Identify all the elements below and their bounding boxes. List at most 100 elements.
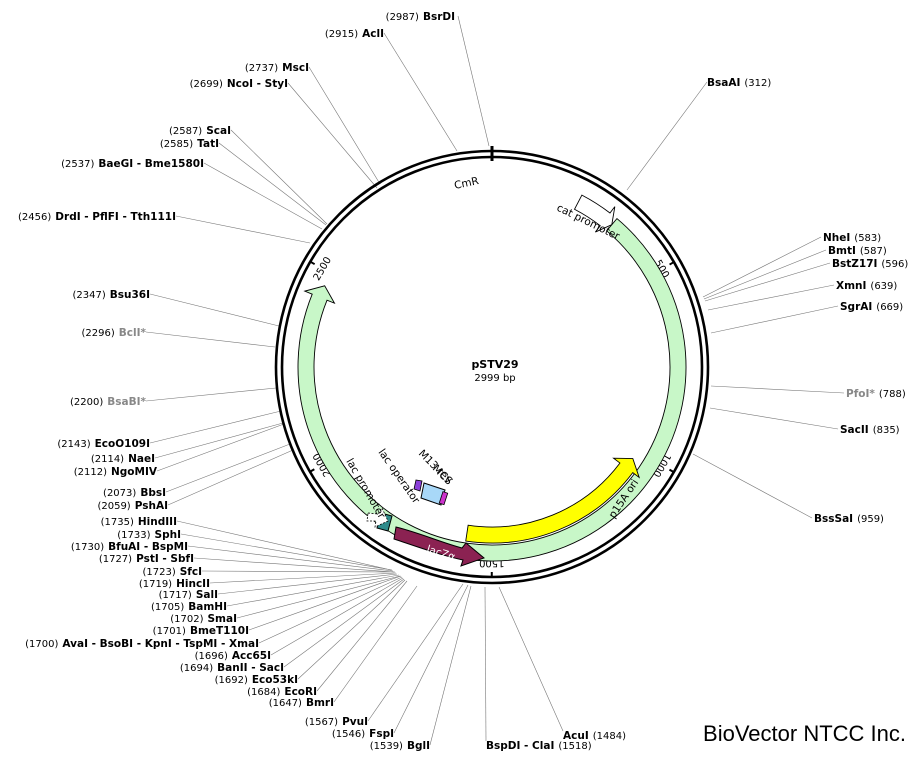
- site-leader-bmet110i: [248, 575, 402, 631]
- site-name: FspI: [369, 728, 394, 740]
- site-sali: SalI (1717): [159, 589, 218, 601]
- site-bcli: BclI* (2296): [82, 327, 147, 339]
- site-bstz17i: BstZ17I (596): [832, 258, 908, 270]
- site-position: (587): [860, 246, 887, 257]
- site-leader-acli: [383, 32, 458, 152]
- plasmid-size: 2999 bp: [474, 373, 515, 384]
- site-bsaai: BsaAI (312): [707, 77, 771, 89]
- site-bmti: BmtI (587): [828, 245, 887, 257]
- site-bmet110i: BmeT110I (1701): [153, 625, 249, 637]
- site-pvui: PvuI (1567): [305, 716, 368, 728]
- p15A-ori-arrow: [465, 457, 641, 544]
- site-leader-pvui: [367, 583, 464, 722]
- site-position: (2112): [74, 467, 107, 478]
- CmR-arrow: [297, 217, 687, 562]
- site-name: HincII: [176, 578, 210, 590]
- site-position: (1539): [370, 741, 403, 752]
- site-fspi: FspI (1546): [332, 728, 394, 740]
- site-leader-sfci: [201, 570, 396, 573]
- site-name: BssSaI: [814, 513, 853, 525]
- site-acui: AcuI (1484): [563, 730, 626, 742]
- site-name: PstI - SbfI: [136, 553, 194, 565]
- site-leader-avai-bsobi-kpni-tspmi-xmai: [258, 576, 403, 644]
- site-position: (596): [881, 259, 908, 270]
- site-bsabi: BsaBI* (2200): [70, 396, 147, 408]
- site-leader-bcli: [145, 331, 276, 348]
- site-sgrai: SgrAI (669): [840, 301, 903, 313]
- site-position: (639): [870, 281, 897, 292]
- m13-rev-label: M13 rev: [416, 448, 455, 487]
- site-position: (1696): [195, 651, 228, 662]
- site-name: AcuI: [563, 730, 589, 742]
- site-position: (1723): [142, 567, 175, 578]
- site-name: MscI: [282, 62, 309, 74]
- site-leader-ncoi-styi: [287, 82, 378, 189]
- site-leader-smai: [236, 575, 401, 619]
- site-name: BspDI - ClaI: [486, 740, 554, 752]
- site-position: (788): [879, 389, 906, 400]
- site-avai-bsobi-kpni-tspmi-xmai: AvaI - BsoBI - KpnI - TspMI - XmaI (1700): [25, 638, 259, 650]
- site-name: BaeGI - Bme1580I: [98, 158, 204, 170]
- site-name: SfcI: [180, 566, 202, 578]
- site-leader-acui: [498, 586, 564, 732]
- site-sacii: SacII (835): [840, 424, 900, 436]
- lacZa-arrow: [393, 526, 485, 567]
- site-tati: TatI (2585): [160, 138, 219, 150]
- tick-mark: [669, 260, 676, 266]
- site-name: NaeI: [128, 453, 155, 465]
- site-bgli: BglI (1539): [370, 740, 430, 752]
- site-acc65i: Acc65I (1696): [195, 650, 271, 662]
- site-name: SalI: [196, 589, 218, 601]
- site-name: BfuAI - BspMI: [108, 541, 188, 553]
- site-leader-baegi-bme1580i: [203, 162, 323, 230]
- brand-logo-text: BioVector NTCC Inc.: [703, 721, 906, 746]
- site-ncoi-styi: NcoI - StyI (2699): [190, 78, 288, 90]
- site-leader-bsaai: [626, 81, 708, 191]
- site-name: SacII: [840, 424, 869, 436]
- lac-operator-label: lac operator: [376, 447, 423, 507]
- mcs-box: [420, 482, 446, 506]
- site-name: BsaBI*: [107, 396, 146, 408]
- site-leader-bsu36i: [149, 293, 280, 327]
- site-hincii: HincII (1719): [139, 578, 210, 590]
- site-position: (1684): [247, 687, 280, 698]
- site-position: (2073): [103, 488, 136, 499]
- site-bbsi: BbsI (2073): [103, 487, 166, 499]
- site-leader-ngomiv: [156, 423, 285, 472]
- site-name: PshAI: [135, 500, 168, 512]
- site-leader-bmri: [333, 585, 418, 703]
- site-leader-eco53ki: [297, 579, 406, 680]
- site-leader-pfoi: [710, 385, 845, 394]
- site-name: BsaAI: [707, 77, 740, 89]
- site-position: (2059): [97, 501, 130, 512]
- site-acli: AclI (2915): [325, 28, 384, 40]
- plasmid-name: pSTV29: [471, 358, 518, 371]
- site-name: Acc65I: [232, 650, 271, 662]
- site-bamhi: BamHI (1705): [151, 601, 227, 613]
- site-position: (2737): [245, 63, 278, 74]
- site-name: BmeT110I: [190, 625, 249, 637]
- site-position: (1727): [99, 554, 132, 565]
- m13-rev-box: [413, 479, 423, 492]
- site-leader-hincii: [209, 572, 397, 584]
- site-leader-ecoo109i: [149, 410, 282, 444]
- cat-promoter-arrow: [573, 194, 616, 233]
- site-pshai: PshAI (2059): [97, 500, 168, 512]
- site-name: BmtI: [828, 245, 856, 257]
- site-name: SphI: [155, 529, 181, 541]
- site-name: TatI: [197, 138, 219, 150]
- tick-label: 1500: [479, 557, 504, 568]
- site-leader-bspdi-clai: [484, 586, 487, 742]
- site-position: (2114): [91, 454, 124, 465]
- site-position: (1518): [558, 741, 591, 752]
- site-bsu36i: Bsu36I (2347): [72, 289, 150, 301]
- site-hindiii: HindIII (1735): [101, 516, 177, 528]
- site-position: (1700): [25, 639, 58, 650]
- site-sfci: SfcI (1723): [142, 566, 202, 578]
- site-name: BmrI: [306, 697, 334, 709]
- site-leader-bsrdi: [457, 15, 490, 147]
- site-bsrdi: BsrDI (2987): [386, 11, 455, 23]
- site-name: DrdI - PflFI - Tth111I: [55, 211, 176, 223]
- site-eco53ki: Eco53kI (1692): [215, 674, 298, 686]
- site-position: (2143): [57, 439, 90, 450]
